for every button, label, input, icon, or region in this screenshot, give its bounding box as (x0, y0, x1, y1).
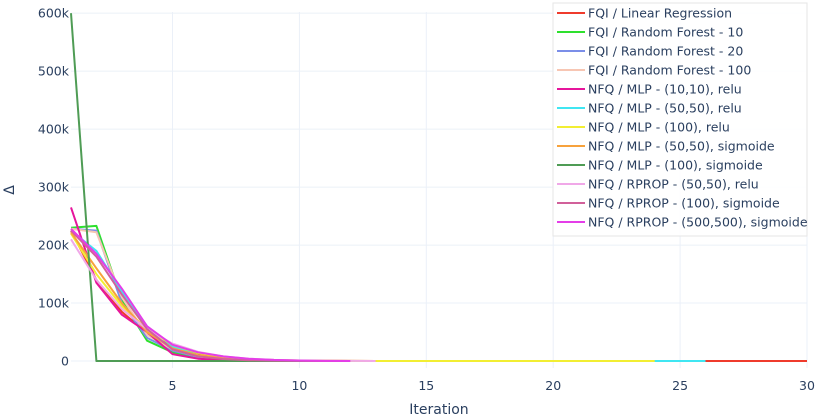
tick-labels: 5 10 15 20 25 30 0 100k 200k 300k 400k 500k 600k (38, 6, 815, 393)
legend-item[interactable]: FQI / Linear Regression (557, 6, 732, 21)
x-tick-label: 15 (418, 378, 434, 393)
series-lines (70, 13, 807, 362)
legend-label: NFQ / RPROP - (100), sigmoide (588, 196, 780, 211)
y-tick-label: 100k (38, 296, 70, 311)
legend-label: FQI / Random Forest - 100 (588, 63, 751, 78)
y-tick-label: 300k (38, 180, 70, 195)
legend-item[interactable]: NFQ / MLP - (50,50), relu (557, 101, 742, 116)
legend-label: NFQ / RPROP - (500,500), sigmoide (588, 215, 808, 230)
legend-item[interactable]: NFQ / RPROP - (50,50), relu (557, 177, 759, 192)
y-tick-label: 600k (38, 6, 70, 21)
legend-label: FQI / Random Forest - 10 (588, 25, 743, 40)
legend-label: FQI / Random Forest - 20 (588, 44, 743, 59)
legend[interactable]: FQI / Linear Regression FQI / Random Fore… (552, 2, 808, 237)
x-axis-title: Iteration (409, 402, 468, 418)
x-tick-label: 5 (169, 378, 177, 393)
legend-item[interactable]: FQI / Random Forest - 100 (557, 63, 751, 78)
series-line-8 (70, 231, 351, 362)
x-tick-label: 25 (672, 378, 688, 393)
legend-item[interactable]: NFQ / RPROP - (500,500), sigmoide (557, 215, 808, 230)
legend-item[interactable]: NFQ / MLP - (100), relu (557, 120, 730, 135)
legend-label: NFQ / RPROP - (50,50), relu (588, 177, 759, 192)
legend-item[interactable]: NFQ / RPROP - (100), sigmoide (557, 196, 780, 211)
y-tick-label: 400k (38, 122, 70, 137)
legend-label: NFQ / MLP - (100), sigmoide (588, 158, 763, 173)
legend-label: NFQ / MLP - (10,10), relu (588, 82, 742, 97)
legend-item[interactable]: NFQ / MLP - (50,50), sigmoide (557, 139, 775, 154)
series-line-1 (70, 230, 807, 362)
series-line-5 (70, 207, 351, 362)
legend-label: FQI / Linear Regression (588, 6, 732, 21)
legend-item[interactable]: NFQ / MLP - (100), sigmoide (557, 158, 763, 173)
legend-item[interactable]: FQI / Random Forest - 20 (557, 44, 743, 59)
y-tick-label: 0 (61, 354, 69, 369)
legend-box (552, 2, 808, 237)
y-tick-label: 200k (38, 238, 70, 253)
y-tick-label: 500k (38, 64, 70, 79)
x-tick-label: 20 (545, 378, 561, 393)
x-tick-label: 30 (799, 378, 815, 393)
y-axis-title: Δ (2, 185, 18, 195)
legend-label: NFQ / MLP - (50,50), relu (588, 101, 742, 116)
x-tick-label: 10 (291, 378, 307, 393)
series-line-12 (70, 228, 351, 362)
legend-label: NFQ / MLP - (100), relu (588, 120, 730, 135)
legend-item[interactable]: FQI / Random Forest - 10 (557, 25, 743, 40)
legend-item[interactable]: NFQ / MLP - (10,10), relu (557, 82, 742, 97)
legend-label: NFQ / MLP - (50,50), sigmoide (588, 139, 775, 154)
